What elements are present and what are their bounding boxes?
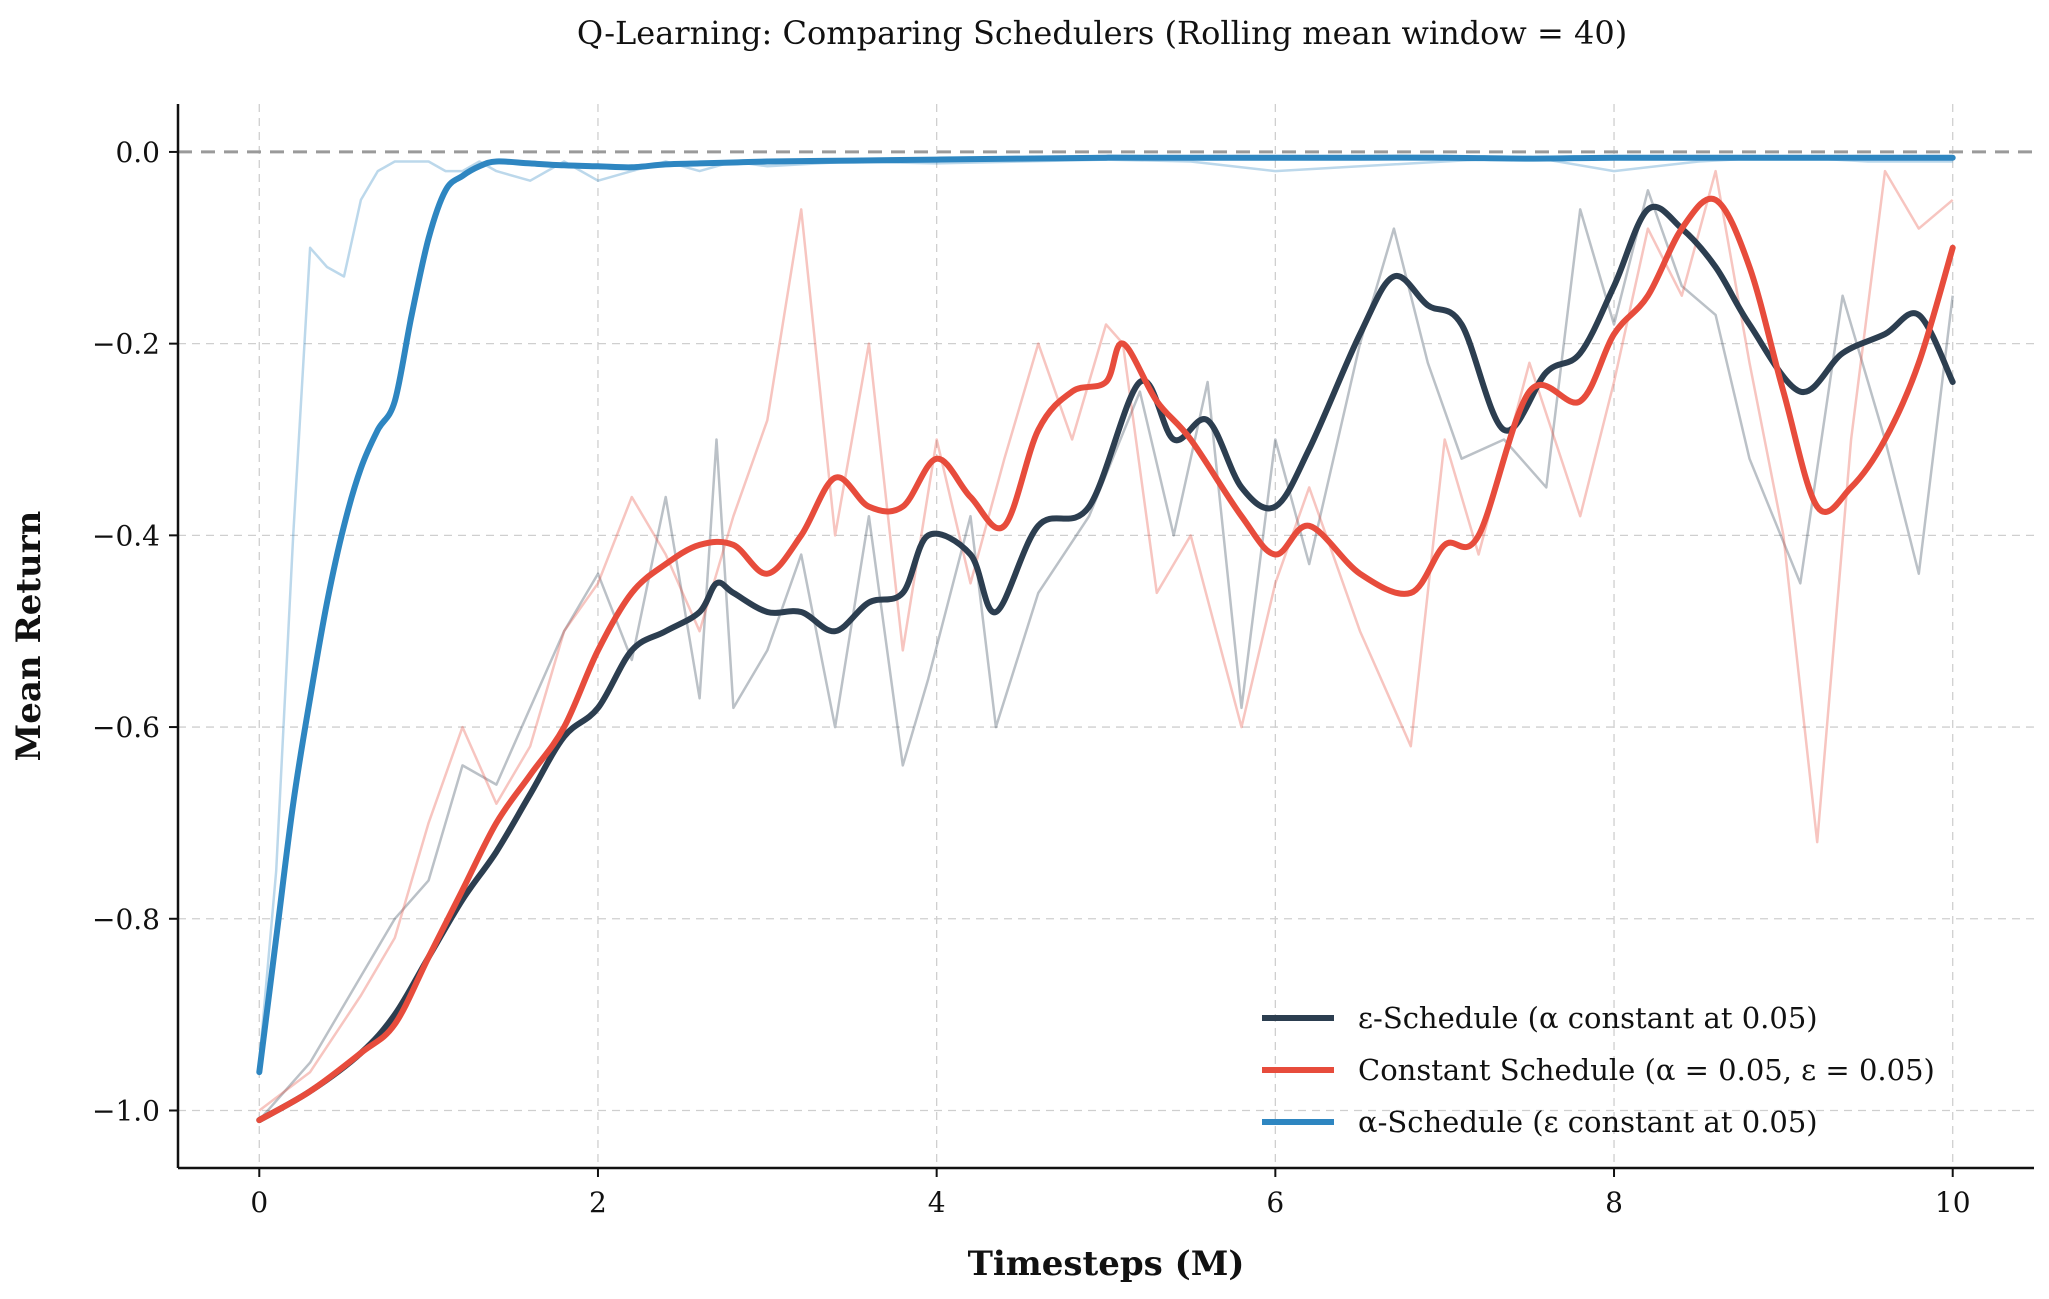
grid-lines (178, 104, 2034, 1168)
tick-marks: 0 2 4 6 8 10 0.0 −0.2 −0.4 −0.6 −0.8 −1.0 (92, 136, 1971, 1219)
x-tick-label: 2 (589, 1186, 607, 1219)
raw-series-layer (258, 155, 1954, 1121)
x-tick-label: 4 (928, 1186, 946, 1219)
smoothed-series-layer (256, 154, 1956, 1124)
raw-series-line-epsilon-schedule (258, 189, 1954, 1121)
series-line-epsilon-schedule (256, 204, 1956, 1124)
y-tick-label: −0.6 (92, 711, 160, 744)
legend: ε-Schedule (α constant at 0.05) Constant … (1262, 1001, 1935, 1139)
x-tick-label: 6 (1266, 1186, 1284, 1219)
x-axis-label: Timesteps (M) (968, 1244, 1245, 1284)
y-tick-label: 0.0 (115, 136, 160, 169)
y-tick-label: −0.8 (92, 903, 160, 936)
y-tick-label: −1.0 (92, 1094, 160, 1127)
raw-series-line-constant-schedule (258, 169, 1954, 1112)
series-line-constant-schedule (256, 195, 1956, 1124)
y-tick-label: −0.4 (92, 519, 160, 552)
x-tick-label: 8 (1605, 1186, 1623, 1219)
y-tick-label: −0.2 (92, 328, 160, 361)
legend-label-alpha-schedule: α-Schedule (ε constant at 0.05) (1358, 1105, 1818, 1139)
raw-series-line-alpha-schedule (258, 155, 1953, 1063)
axes (176, 104, 2034, 1170)
x-tick-label: 10 (1935, 1186, 1971, 1219)
chart-title: Q-Learning: Comparing Schedulers (Rollin… (577, 14, 1627, 52)
legend-label-constant-schedule: Constant Schedule (α = 0.05, ε = 0.05) (1358, 1053, 1935, 1087)
y-axis-label: Mean Return (9, 511, 49, 762)
series-line-alpha-schedule (256, 154, 1956, 1076)
x-tick-label: 0 (250, 1186, 268, 1219)
legend-label-epsilon-schedule: ε-Schedule (α constant at 0.05) (1358, 1001, 1818, 1035)
